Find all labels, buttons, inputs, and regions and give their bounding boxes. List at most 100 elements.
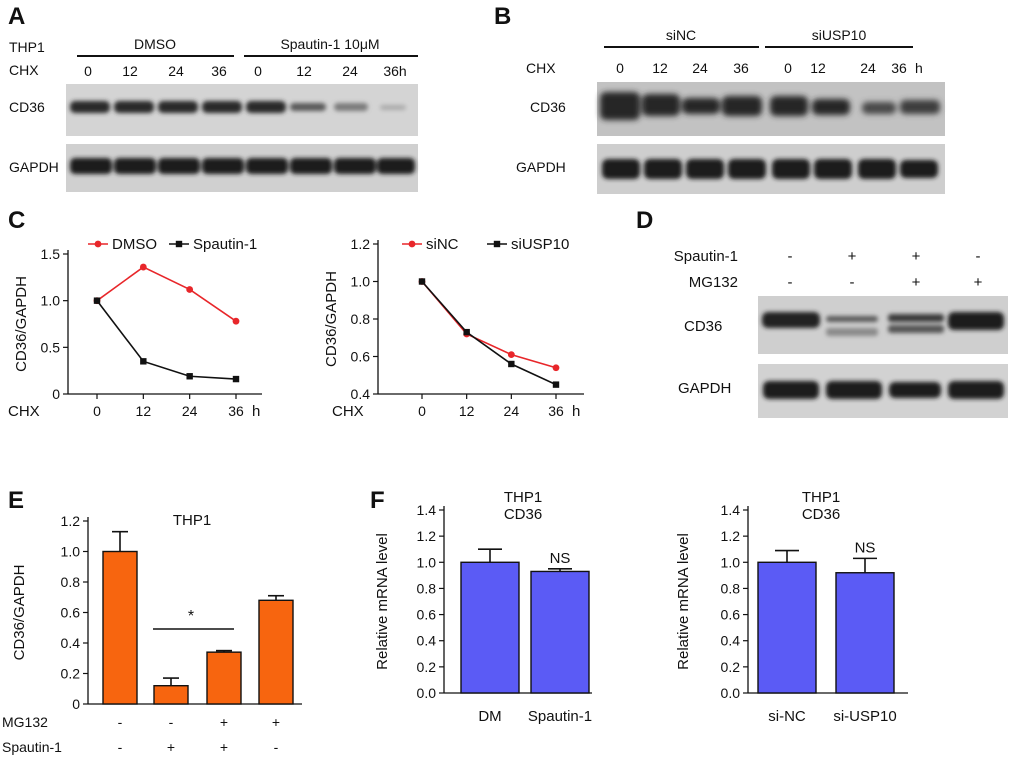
chart-title: THP1 (173, 512, 211, 529)
panel-f-letter: F (370, 487, 385, 514)
series-line-siusp10 (421, 280, 557, 386)
panel-a-letter: A (8, 3, 25, 30)
chart-f-left: 0.0 0.2 0.4 0.6 0.8 1.0 1.2 1.4 Relative mRNA le… (374, 489, 592, 725)
panel-a-gapdh-blot (66, 144, 418, 192)
panel-d-sign: + (912, 248, 921, 265)
panel-d-sign: + (848, 248, 857, 265)
y-tick-label: 1.2 (721, 528, 741, 544)
y-tick-label: 0.4 (351, 386, 371, 402)
panel-d-sign: - (850, 274, 855, 291)
panel-b-group-siusp10: siUSP10 (812, 27, 867, 43)
x-category-label: si-USP10 (833, 708, 896, 725)
chart-f-right: 0.0 0.2 0.4 0.6 0.8 1.0 1.2 1.4 Relative mRNA le… (675, 489, 908, 725)
data-point (418, 278, 426, 285)
y-tick-label: 0.2 (61, 666, 81, 682)
x-tick-label: 12 (136, 403, 152, 419)
panel-e-row-label-spautin: Spautin-1 (2, 739, 62, 755)
panel-a-timepoint: 0 (254, 63, 262, 79)
panel-d-sign: + (974, 274, 983, 291)
data-point (186, 286, 194, 293)
y-tick-label: 1.2 (61, 513, 81, 529)
panel-e-row-label-mg132: MG132 (2, 714, 48, 730)
panel-a-timepoint: 0 (84, 63, 92, 79)
panel-b: B siNC siUSP10 CHX 0 12 24 36 0 12 24 36… (494, 3, 945, 194)
x-tick-label: 24 (182, 403, 198, 419)
panel-a-cell-line: THP1 (9, 39, 45, 55)
chart-e: 0 0.2 0.4 0.6 0.8 1.0 1.2 CD36/GAPDH THP1 (11, 512, 302, 712)
panel-e-sign: - (118, 739, 123, 755)
data-point (232, 375, 240, 383)
panel-a-blot-label-cd36: CD36 (9, 99, 45, 115)
y-axis-title: Relative mRNA level (675, 533, 692, 670)
bar (757, 561, 817, 694)
bar (835, 572, 895, 694)
panel-a-cd36-blot (66, 84, 418, 136)
y-tick-label: 1.0 (61, 544, 81, 560)
chart-title: CD36 (504, 506, 542, 523)
y-tick-label: 1.2 (351, 236, 371, 252)
panel-d-blot-label-cd36: CD36 (684, 318, 722, 335)
legend-label: DMSO (112, 236, 157, 253)
panel-d-sign: - (788, 248, 793, 265)
legend-marker (408, 240, 416, 248)
y-tick-label: 0.5 (41, 339, 61, 355)
bar (153, 685, 189, 705)
bar (102, 550, 138, 705)
y-axis-title: CD36/GAPDH (11, 565, 28, 661)
x-axis-unit: h (252, 403, 260, 420)
panel-b-timepoint: 24 (860, 60, 876, 76)
data-point (140, 358, 147, 365)
chart-c-left: 0 0.5 1.0 1.5 CD36/GAPDH 0 12 24 36 CHX h DMSO Spaut… (8, 236, 262, 420)
y-tick-label: 1.0 (351, 274, 371, 290)
y-tick-label: 0.2 (721, 659, 741, 675)
bar (460, 561, 520, 694)
panel-b-blot-label-cd36: CD36 (530, 99, 566, 115)
significance-label: NS (550, 550, 571, 567)
panel-d: D Spautin-1 MG132 - + + - - - + + CD36 G… (636, 207, 1008, 418)
panel-e-sign: - (274, 739, 279, 755)
panel-a-timepoint: 36h (383, 63, 406, 79)
panel-d-sign: - (976, 248, 981, 265)
panel-b-cd36-blot (597, 82, 945, 136)
panel-a: A THP1 CHX DMSO Spautin-1 10μM 0 12 24 3… (8, 3, 418, 192)
y-tick-label: 0 (72, 696, 80, 712)
y-tick-label: 1.4 (417, 502, 437, 518)
x-axis-title: CHX (8, 403, 40, 420)
panel-d-row-label-spautin: Spautin-1 (674, 248, 738, 265)
panel-a-timepoint: 36 (211, 63, 227, 79)
y-axis-title: CD36/GAPDH (13, 276, 30, 372)
panel-b-timepoint: 24 (692, 60, 708, 76)
y-tick-label: 1.0 (41, 293, 61, 309)
legend-marker (175, 240, 183, 248)
y-tick-label: 1.0 (417, 554, 437, 570)
y-tick-label: 0.6 (417, 607, 437, 623)
data-point (186, 373, 193, 380)
y-tick-label: 0.6 (61, 605, 81, 621)
chart-title: THP1 (802, 489, 840, 506)
panel-c-letter: C (8, 207, 25, 234)
panel-e-sign: + (167, 739, 175, 755)
y-tick-label: 0.6 (351, 349, 371, 365)
panel-b-timepoint: 0 (784, 60, 792, 76)
panel-b-gapdh-blot (597, 144, 945, 194)
chart-title: THP1 (504, 489, 542, 506)
panel-b-timepoint: 36 (891, 60, 907, 76)
panel-e-letter: E (8, 487, 24, 514)
data-point (507, 351, 515, 359)
panel-d-row-label-mg132: MG132 (689, 274, 738, 291)
panel-b-group-sinc: siNC (666, 27, 696, 43)
panel-a-blot-label-gapdh: GAPDH (9, 159, 59, 175)
chart-c-right: 0.4 0.6 0.8 1.0 1.2 CD36/GAPDH 0 12 24 36 CHX h siNC… (323, 236, 584, 420)
data-point (508, 360, 515, 368)
significance-label: NS (855, 539, 876, 556)
x-category-label: si-NC (768, 708, 806, 725)
panel-e-significance-mark: * (188, 608, 194, 625)
series-line-spautin-1 (96, 300, 237, 380)
legend-marker (94, 240, 102, 248)
panel-a-group-dmso: DMSO (134, 36, 176, 52)
panel-b-timepoint: 12 (810, 60, 826, 76)
x-category-label: Spautin-1 (528, 708, 592, 725)
x-tick-label: 36 (228, 403, 244, 419)
panel-a-timepoint: 24 (342, 63, 358, 79)
